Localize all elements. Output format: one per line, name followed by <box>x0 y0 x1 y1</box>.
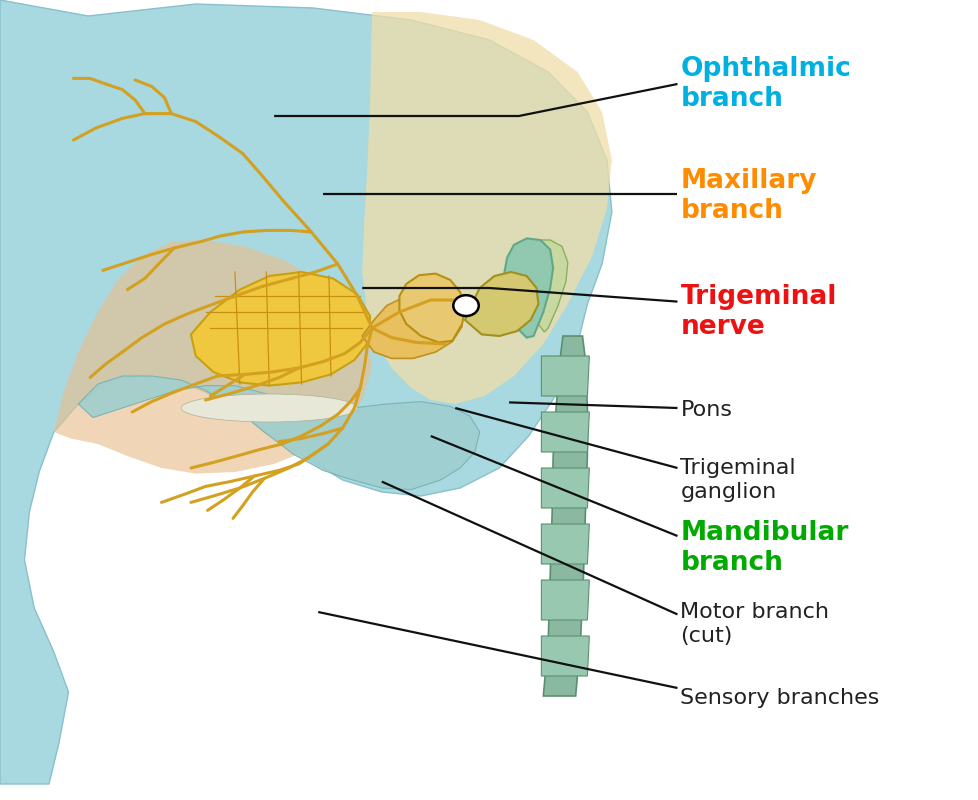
Text: Sensory branches: Sensory branches <box>680 687 879 707</box>
Text: Ophthalmic
branch: Ophthalmic branch <box>680 56 850 112</box>
Polygon shape <box>362 292 462 358</box>
Text: Pons: Pons <box>680 400 732 419</box>
Polygon shape <box>399 274 465 342</box>
Polygon shape <box>465 272 538 336</box>
Polygon shape <box>541 524 589 564</box>
Polygon shape <box>541 468 589 508</box>
Polygon shape <box>78 376 479 490</box>
Polygon shape <box>523 240 567 332</box>
Polygon shape <box>191 272 370 386</box>
Text: Trigeminal
nerve: Trigeminal nerve <box>680 284 836 340</box>
Polygon shape <box>362 12 611 404</box>
Ellipse shape <box>181 394 357 422</box>
Text: Maxillary
branch: Maxillary branch <box>680 168 816 224</box>
Polygon shape <box>541 580 589 620</box>
Text: Mandibular
branch: Mandibular branch <box>680 520 848 576</box>
Circle shape <box>453 295 478 316</box>
Polygon shape <box>541 412 589 452</box>
Text: Motor branch
(cut): Motor branch (cut) <box>680 602 828 646</box>
Polygon shape <box>0 0 611 784</box>
Polygon shape <box>54 240 372 474</box>
Polygon shape <box>541 636 589 676</box>
Polygon shape <box>504 238 553 338</box>
Text: Trigeminal
ganglion: Trigeminal ganglion <box>680 458 795 502</box>
Polygon shape <box>543 336 587 696</box>
Polygon shape <box>541 356 589 396</box>
